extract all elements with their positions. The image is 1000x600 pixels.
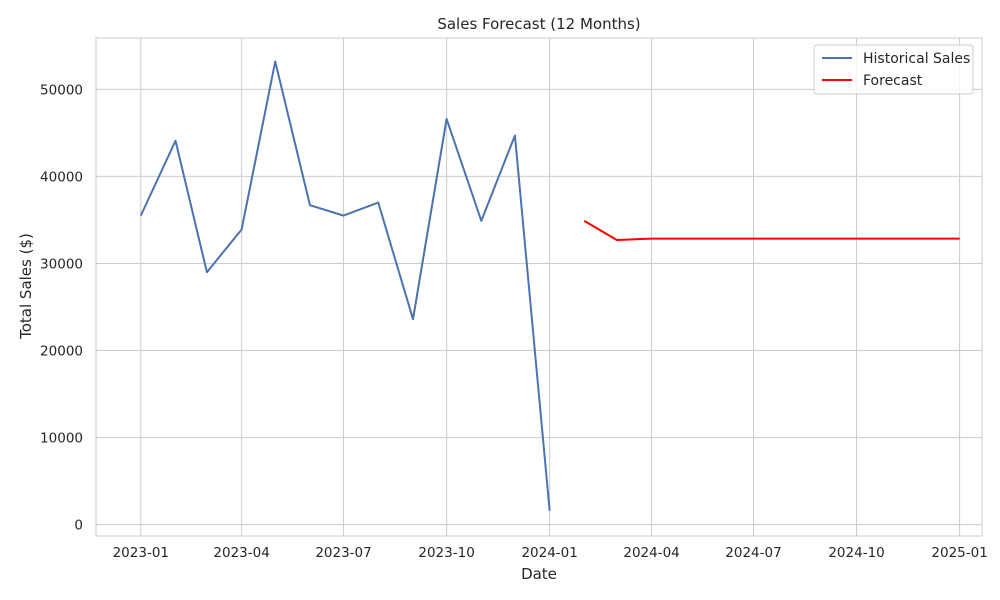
x-tick-label: 2024-07 xyxy=(725,545,781,561)
grid xyxy=(96,38,982,536)
y-tick-label: 30000 xyxy=(40,256,83,272)
legend-label-forecast: Forecast xyxy=(863,73,923,89)
x-tick-label: 2025-01 xyxy=(931,545,987,561)
x-tick-label: 2024-10 xyxy=(828,545,884,561)
x-tick-label: 2023-04 xyxy=(213,545,269,561)
legend-box xyxy=(813,44,974,95)
y-tick-label: 10000 xyxy=(40,431,83,447)
series-line-historical xyxy=(139,60,551,511)
x-axis-title: Date xyxy=(521,565,557,583)
legend-label-historical: Historical Sales xyxy=(863,51,970,67)
plot-area-frame xyxy=(95,37,983,537)
legend: Historical Sales Forecast xyxy=(813,44,974,95)
x-tick-label: 2024-01 xyxy=(521,545,577,561)
y-tick-label: 50000 xyxy=(40,82,83,98)
x-tick-label: 2024-04 xyxy=(623,545,679,561)
y-axis-title: Total Sales ($) xyxy=(17,233,35,340)
series-line-forecast xyxy=(583,219,960,241)
chart-title: Sales Forecast (12 Months) xyxy=(437,15,640,33)
y-tick-label: 40000 xyxy=(40,169,83,185)
x-tick-label: 2023-07 xyxy=(315,545,371,561)
x-tick-label: 2023-01 xyxy=(113,545,169,561)
y-tick-label: 0 xyxy=(74,518,83,534)
tick-labels: 2023-01 2023-04 2023-07 2023-10 2024-01 2024-… xyxy=(40,82,988,561)
x-tick-label: 2023-10 xyxy=(418,545,474,561)
y-tick-label: 20000 xyxy=(40,344,83,360)
series-group xyxy=(139,60,960,511)
